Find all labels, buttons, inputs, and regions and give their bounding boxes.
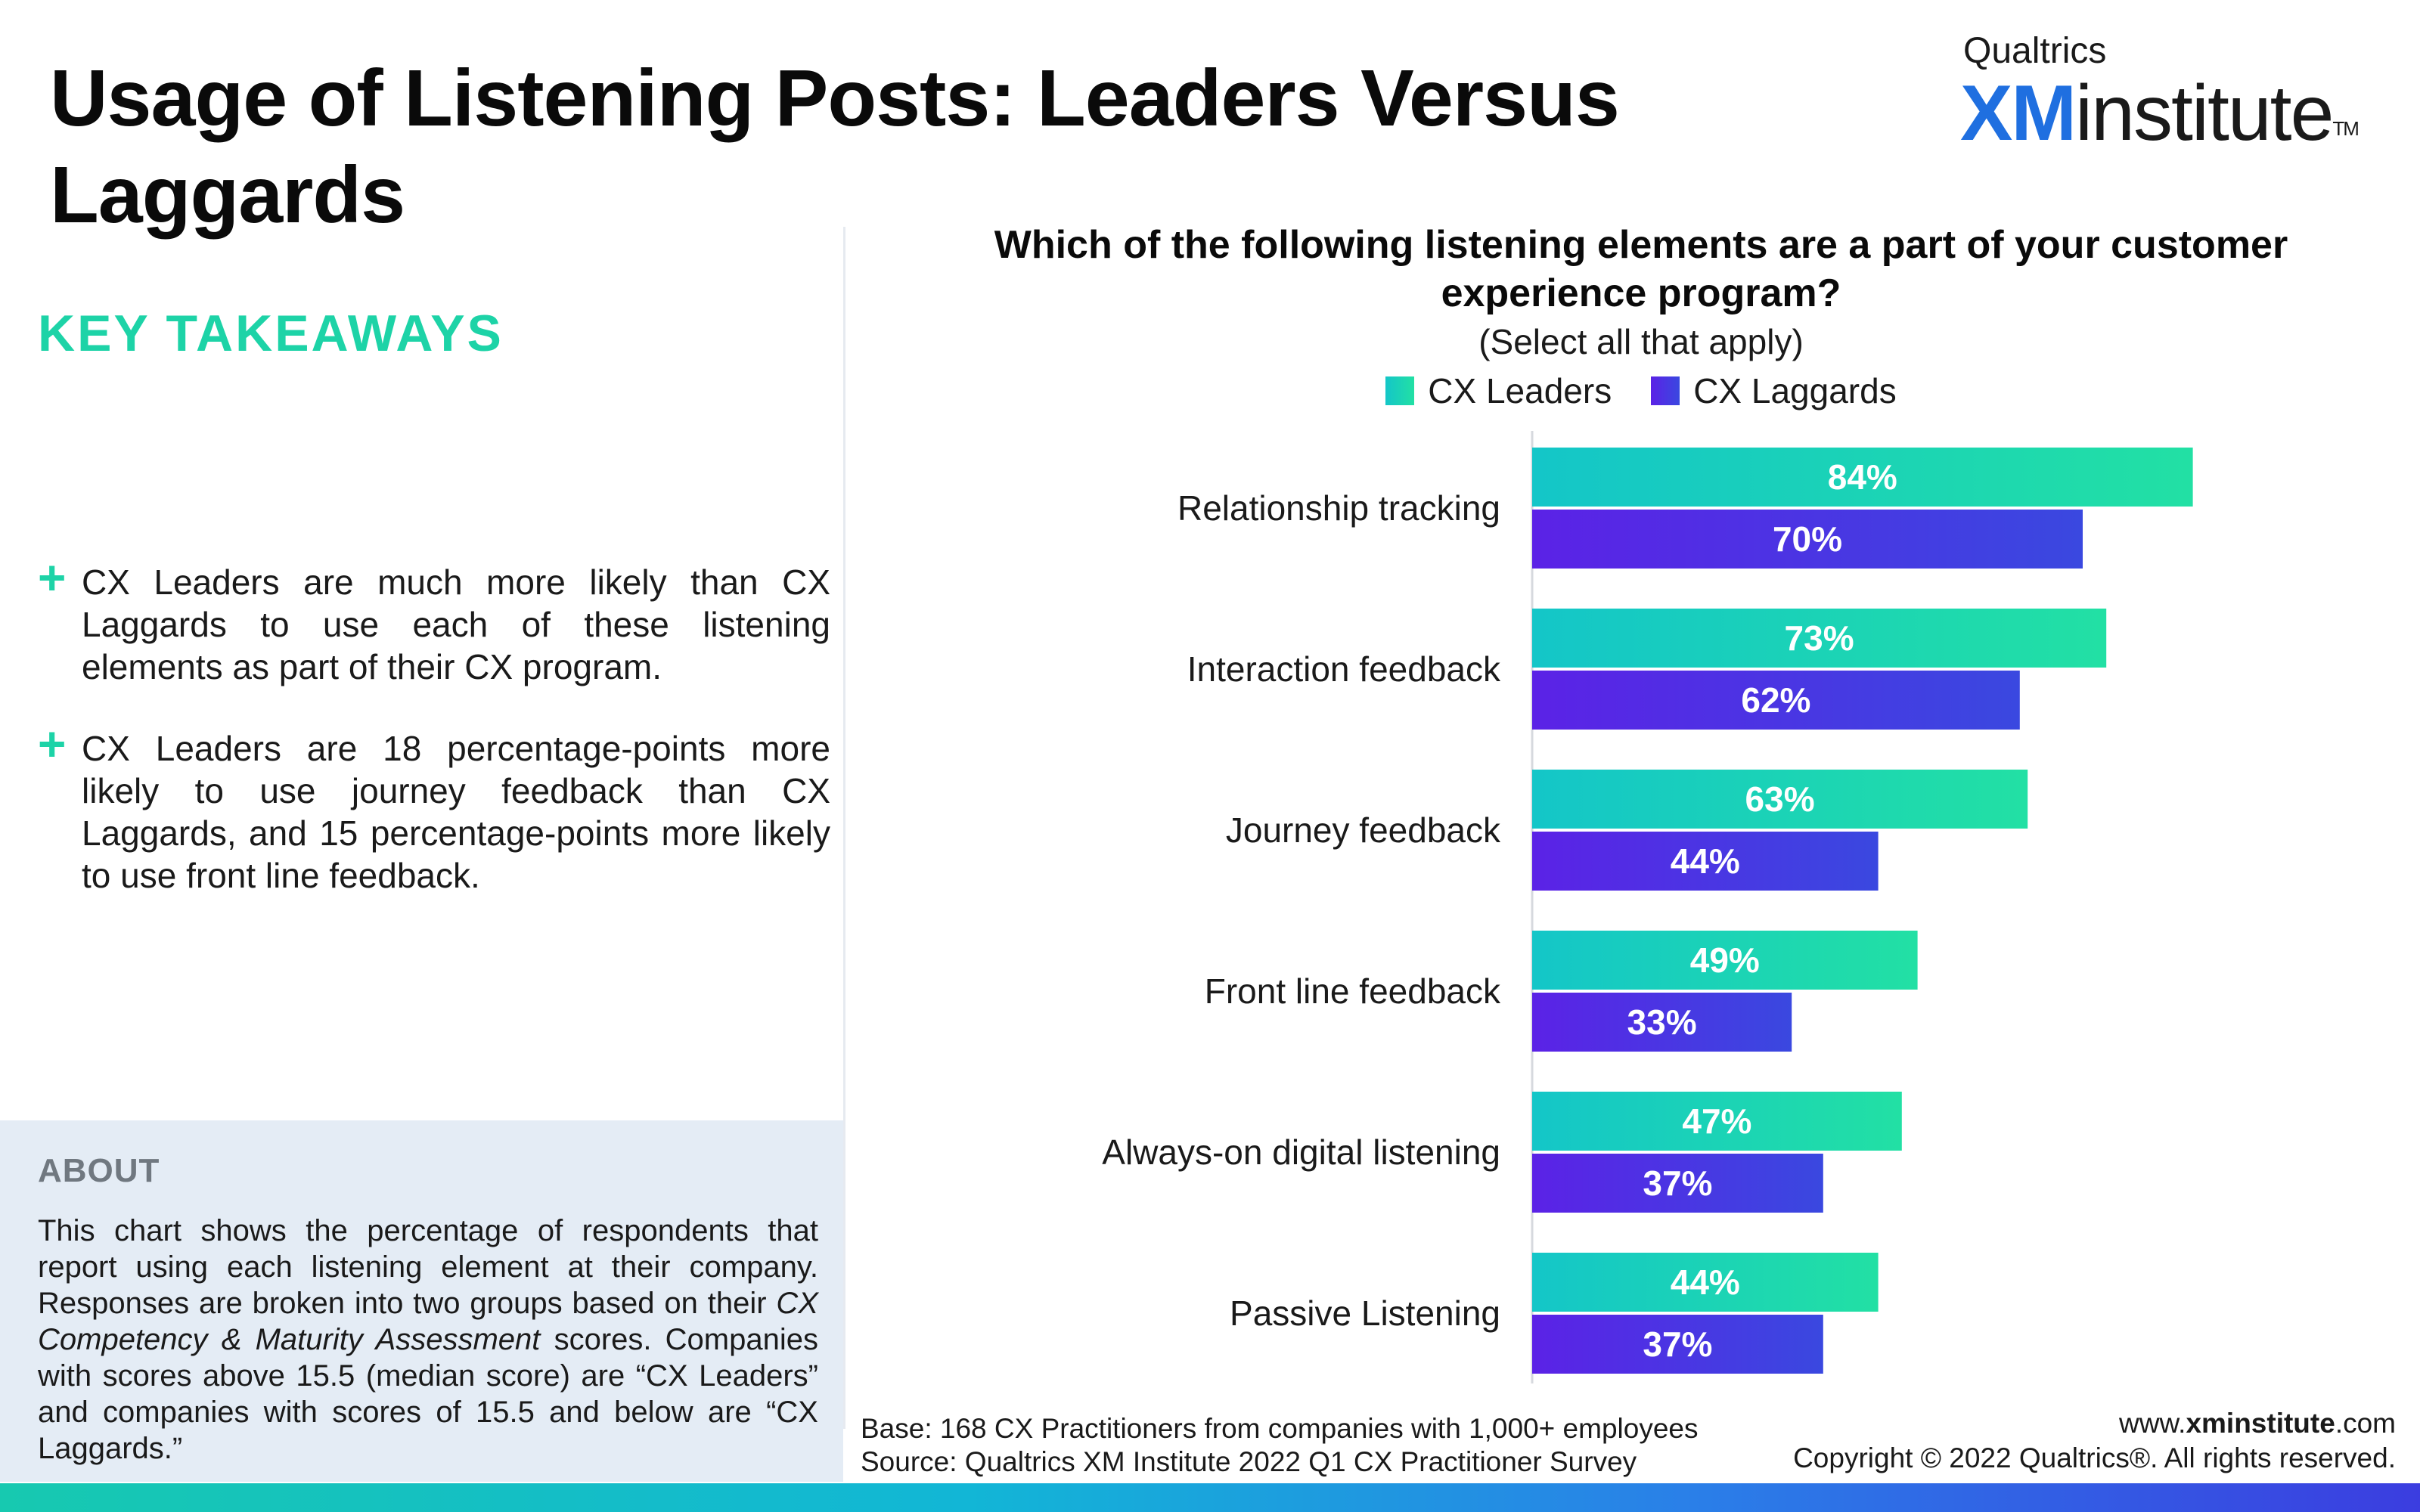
category-label: Passive Listening: [1230, 1294, 1500, 1333]
data-label: 73%: [1785, 618, 1854, 658]
data-label: 47%: [1682, 1101, 1751, 1141]
bar-laggards: [1532, 510, 2083, 569]
legend-label-laggards: CX Laggards: [1693, 371, 1897, 411]
bar-laggards: [1532, 993, 1792, 1052]
bar-laggards: [1532, 832, 1879, 891]
data-label: 62%: [1741, 680, 1810, 720]
footer-right: www.xminstitute.com Copyright © 2022 Qua…: [1793, 1406, 2396, 1476]
legend-item-leaders: CX Leaders: [1385, 370, 1612, 411]
takeaway-text: CX Leaders are much more likely than CX …: [82, 562, 830, 686]
bar-leaders: [1532, 1253, 1879, 1312]
logo-tm-text: TM: [2332, 117, 2360, 140]
data-label: 37%: [1643, 1163, 1712, 1203]
logo-xm-text: XM: [1960, 70, 2077, 157]
source-note: Source: Qualtrics XM Institute 2022 Q1 C…: [861, 1446, 1637, 1477]
about-text: This chart shows the percentage of respo…: [38, 1213, 818, 1467]
xm-institute-logo: Qualtrics XMinstituteTM: [1957, 30, 2381, 157]
about-text-italic: CX Competency & Maturity Assessment: [38, 1287, 818, 1356]
chart-title: Which of the following listening element…: [994, 223, 2288, 315]
about-panel: [0, 1120, 843, 1482]
plus-icon: +: [38, 717, 67, 771]
category-label: Front line feedback: [1205, 971, 1501, 1011]
bar-laggards: [1532, 671, 2020, 730]
copyright: Copyright © 2022 Qualtrics®. All rights …: [1793, 1442, 2396, 1473]
plus-icon: +: [38, 550, 67, 605]
about-heading: ABOUT: [38, 1152, 160, 1189]
data-label: 84%: [1828, 457, 1897, 497]
data-label: 63%: [1745, 779, 1815, 819]
category-label: Interaction feedback: [1187, 649, 1501, 689]
key-takeaways-heading: KEY TAKEAWAYS: [38, 305, 504, 362]
logo-wordmark: XMinstituteTM: [1960, 68, 2360, 159]
data-label: 33%: [1627, 1002, 1697, 1042]
page-title: Usage of Listening Posts: Leaders Versus…: [50, 54, 1620, 240]
bar-leaders: [1532, 1092, 1902, 1151]
bar-laggards: [1532, 1154, 1823, 1213]
category-label: Journey feedback: [1226, 810, 1501, 850]
bar-chart: Relationship tracking 84% 70% Interaction f…: [1102, 431, 2193, 1383]
legend-label-leaders: CX Leaders: [1428, 371, 1612, 411]
url-suffix: .com: [2335, 1408, 2396, 1439]
legend-item-laggards: CX Laggards: [1651, 370, 1897, 411]
website-link[interactable]: www.xminstitute.com: [1793, 1406, 2396, 1441]
logo-institute-text: institute: [2075, 70, 2334, 157]
about-text-part: scores. Companies with scores above 15.5…: [38, 1323, 818, 1465]
category-label: Always-on digital listening: [1102, 1132, 1500, 1172]
data-label: 44%: [1671, 1263, 1740, 1302]
base-note: Base: 168 CX Practitioners from companie…: [861, 1413, 1699, 1444]
logo-qualtrics-text: Qualtrics: [1963, 31, 2107, 71]
chart-legend: CX Leaders CX Laggards: [953, 370, 2329, 411]
chart-subtitle: (Select all that apply): [1478, 322, 1804, 361]
category-label: Relationship tracking: [1177, 488, 1500, 528]
bar-leaders: [1532, 931, 1918, 990]
bar-leaders: [1532, 448, 2193, 507]
url-bold: xminstitute: [2186, 1408, 2335, 1439]
bar-laggards: [1532, 1315, 1823, 1374]
url-prefix: www.: [2119, 1408, 2186, 1439]
data-label: 70%: [1773, 519, 1842, 559]
legend-swatch-laggards: [1651, 376, 1680, 405]
takeaway-text: CX Leaders are 18 percentage-points more…: [82, 729, 830, 895]
footnote: Base: 168 CX Practitioners from companie…: [861, 1412, 1698, 1479]
legend-swatch-leaders: [1385, 376, 1415, 405]
data-label: 44%: [1671, 841, 1740, 881]
column-divider: [843, 227, 845, 1429]
about-text-part: This chart shows the percentage of respo…: [38, 1214, 818, 1320]
bar-leaders: [1532, 609, 2107, 668]
bottom-gradient-bar: [0, 1483, 2420, 1512]
data-label: 37%: [1643, 1325, 1712, 1364]
bar-leaders: [1532, 770, 2028, 829]
data-label: 49%: [1690, 940, 1760, 980]
